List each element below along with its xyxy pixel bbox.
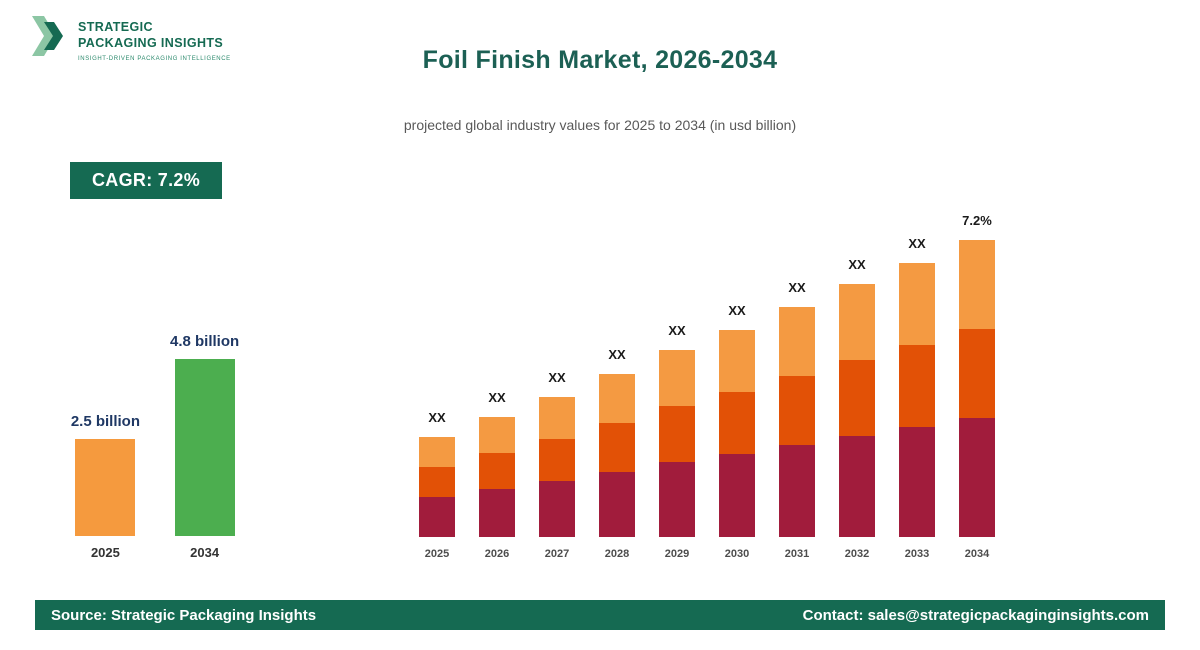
stacked-bar-segment-1 — [479, 489, 515, 537]
stacked-bar-value-label: XX — [428, 410, 446, 425]
stacked-bar-value-label: XX — [908, 236, 926, 251]
summary-growth-chart: 2.5 billion 2025 4.8 billion 2034 — [62, 325, 248, 560]
stacked-bar-year-label: 2030 — [724, 548, 750, 560]
stacked-bar-value-label: XX — [608, 347, 626, 362]
stacked-bar-column-2026: XX 2026 — [479, 390, 515, 560]
stacked-bar-segment-2 — [779, 376, 815, 445]
stacked-bar-segment-2 — [719, 392, 755, 454]
page-title: Foil Finish Market, 2026-2034 — [422, 46, 778, 74]
stacked-bar — [419, 437, 455, 537]
summary-bar — [75, 439, 136, 536]
stacked-bar-year-label: 2031 — [784, 548, 810, 560]
stacked-bar-value-label: 7.2% — [962, 213, 992, 228]
footer-contact: Contact: sales@strategicpackaginginsight… — [802, 606, 1149, 624]
stacked-bar-segment-1 — [659, 462, 695, 537]
stacked-bar — [539, 397, 575, 537]
logo-line-1: STRATEGIC — [78, 20, 153, 34]
stacked-bar-segment-1 — [719, 454, 755, 537]
logo-text: STRATEGIC PACKAGING INSIGHTS INSIGHT-DRI… — [78, 14, 231, 62]
stacked-bar-value-label: XX — [668, 323, 686, 338]
stacked-bar-segment-3 — [599, 374, 635, 423]
stacked-bar-year-label: 2028 — [604, 548, 630, 560]
stacked-bar-segment-1 — [539, 481, 575, 537]
stacked-bar-segment-1 — [899, 427, 935, 537]
stacked-bar-segment-2 — [839, 360, 875, 436]
stacked-bar-value-label: XX — [848, 257, 866, 272]
stacked-bar-segment-3 — [839, 284, 875, 360]
stacked-bar-year-label: 2029 — [664, 548, 690, 560]
stacked-bar — [899, 263, 935, 537]
stacked-bar — [599, 374, 635, 537]
stacked-bar-segment-1 — [839, 436, 875, 537]
stacked-bar-column-2031: XX 2031 — [779, 280, 815, 560]
brand-logo: STRATEGIC PACKAGING INSIGHTS INSIGHT-DRI… — [30, 14, 231, 62]
footer-bar: Source: Strategic Packaging Insights Con… — [35, 600, 1165, 630]
stacked-bar — [839, 284, 875, 537]
stacked-bar-segment-2 — [959, 329, 995, 418]
stacked-bar-value-label: XX — [788, 280, 806, 295]
stacked-bar-segment-1 — [599, 472, 635, 537]
summary-bar-value-label: 4.8 billion — [170, 333, 240, 350]
footer-source: Source: Strategic Packaging Insights — [51, 606, 317, 624]
stacked-bar-segment-3 — [779, 307, 815, 376]
stacked-bar-column-2032: XX 2032 — [839, 257, 875, 560]
chart-subtitle: projected global industry values for 202… — [403, 117, 797, 133]
stacked-bar-column-2033: XX 2033 — [899, 236, 935, 560]
summary-bar-column-2025: 2.5 billion 2025 — [71, 413, 140, 560]
stacked-bar-segment-2 — [899, 345, 935, 427]
cagr-badge: CAGR: 7.2% — [70, 162, 223, 199]
stacked-bar-segment-3 — [539, 397, 575, 439]
summary-bar-year-label: 2025 — [90, 545, 120, 560]
stacked-bar-year-label: 2026 — [484, 548, 510, 560]
stacked-bar-segment-2 — [539, 439, 575, 481]
stacked-bar — [659, 350, 695, 537]
stacked-bar-segment-2 — [479, 453, 515, 489]
stacked-bar-segment-2 — [419, 467, 455, 497]
stacked-bar-column-2029: XX 2029 — [659, 323, 695, 560]
stacked-bar-column-2030: XX 2030 — [719, 303, 755, 560]
stacked-bar — [959, 240, 995, 537]
stacked-bar — [719, 330, 755, 537]
stacked-bar-year-label: 2025 — [424, 548, 450, 560]
stacked-bar-year-label: 2032 — [844, 548, 870, 560]
stacked-bar-segment-1 — [779, 445, 815, 537]
stacked-bar-segment-2 — [599, 423, 635, 472]
summary-bar-column-2034: 4.8 billion 2034 — [170, 333, 239, 560]
stacked-bar-chart: XX 2025 XX 2026 XX 2027 XX 2028 XX 2029 XX 2030 XX 20… — [419, 195, 995, 560]
stacked-bar-segment-3 — [719, 330, 755, 392]
stacked-bar — [779, 307, 815, 537]
stacked-bar-segment-3 — [899, 263, 935, 345]
summary-bar-year-label: 2034 — [190, 545, 220, 560]
stacked-bar-value-label: XX — [488, 390, 506, 405]
stacked-bar-segment-3 — [659, 350, 695, 406]
logo-line-2: PACKAGING INSIGHTS — [78, 35, 224, 50]
stacked-bar-year-label: 2027 — [544, 548, 570, 560]
stacked-bar-value-label: XX — [548, 370, 566, 385]
stacked-bar-column-2027: XX 2027 — [539, 370, 575, 560]
summary-bar — [174, 359, 235, 536]
stacked-bar-segment-3 — [419, 437, 455, 467]
summary-bar-value-label: 2.5 billion — [70, 413, 140, 430]
logo-chevron-icon — [32, 16, 63, 56]
stacked-bar-segment-2 — [659, 406, 695, 462]
stacked-bar-column-2034: 7.2% 2034 — [959, 213, 995, 560]
stacked-bar-column-2025: XX 2025 — [419, 410, 455, 560]
stacked-bar-year-label: 2034 — [964, 548, 990, 560]
stacked-bar-segment-1 — [959, 418, 995, 537]
stacked-bar-segment-3 — [959, 240, 995, 329]
stacked-bar-segment-1 — [419, 497, 455, 537]
stacked-bar — [479, 417, 515, 537]
logo-tagline: INSIGHT-DRIVEN PACKAGING INTELLIGENCE — [78, 56, 231, 63]
stacked-bar-segment-3 — [479, 417, 515, 453]
stacked-bar-column-2028: XX 2028 — [599, 347, 635, 560]
stacked-bar-year-label: 2033 — [904, 548, 930, 560]
stacked-bar-value-label: XX — [728, 303, 746, 318]
